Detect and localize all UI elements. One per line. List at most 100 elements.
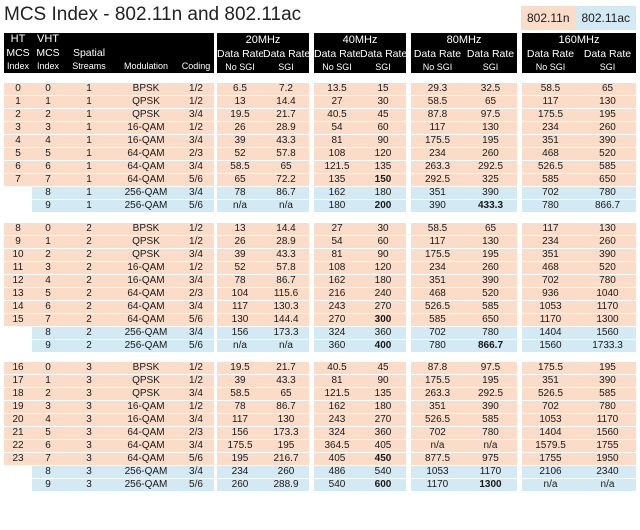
rate-no-sgi-cell: 54 bbox=[314, 121, 360, 135]
column-gap bbox=[309, 134, 314, 148]
rate-no-sgi-cell: 260 bbox=[217, 478, 263, 492]
rate-sgi-cell: 1950 bbox=[579, 452, 636, 466]
ht-index-cell: 19 bbox=[4, 400, 32, 414]
dr-header: Data Rate bbox=[464, 47, 517, 60]
table-row: 13 5 2 64-QAM 2/3 104 115.6 216 240 468 520 936 1040 bbox=[4, 287, 636, 301]
rate-no-sgi-cell: 58.5 bbox=[217, 387, 263, 401]
rate-no-sgi-cell: 117 bbox=[217, 300, 263, 314]
rate-no-sgi-cell: 19.5 bbox=[217, 362, 263, 375]
rate-sgi-cell: 135 bbox=[360, 160, 406, 174]
rate-no-sgi-cell: 1053 bbox=[411, 465, 464, 479]
rate-no-sgi-cell: 243 bbox=[314, 300, 360, 314]
spatial-streams-cell: 2 bbox=[64, 261, 114, 275]
column-gap bbox=[214, 374, 217, 388]
coding-cell: 5/6 bbox=[178, 313, 214, 327]
modulation-cell: QPSK bbox=[114, 235, 178, 249]
rate-no-sgi-cell: 6.5 bbox=[217, 83, 263, 96]
rate-no-sgi-cell: 263.3 bbox=[411, 387, 464, 401]
rate-sgi-cell: 1170 bbox=[464, 465, 517, 479]
rate-no-sgi-cell: 270 bbox=[314, 313, 360, 327]
vht-index-cell: 3 bbox=[32, 400, 64, 414]
rate-sgi-cell: 780 bbox=[579, 186, 636, 200]
rate-no-sgi-cell: 58.5 bbox=[217, 160, 263, 174]
column-gap bbox=[517, 478, 522, 492]
vht-index-cell: 4 bbox=[32, 413, 64, 427]
vht-index-cell: 5 bbox=[32, 147, 64, 161]
rate-sgi-cell: 65 bbox=[263, 387, 309, 401]
column-gap bbox=[406, 413, 411, 427]
coding-cell: 1/2 bbox=[178, 222, 214, 236]
rate-no-sgi-cell: 351 bbox=[411, 400, 464, 414]
rate-sgi-cell: 360 bbox=[360, 426, 406, 440]
rate-sgi-cell: 585 bbox=[464, 300, 517, 314]
coding-cell: 5/6 bbox=[178, 339, 214, 353]
rate-no-sgi-cell: 81 bbox=[314, 248, 360, 262]
column-gap bbox=[214, 160, 217, 174]
rate-sgi-cell: 390 bbox=[579, 134, 636, 148]
modulation-cell: 256-QAM bbox=[114, 465, 178, 479]
rate-no-sgi-cell: 29.3 bbox=[411, 83, 464, 96]
rate-no-sgi-cell: 351 bbox=[522, 374, 579, 388]
rate-sgi-cell: 585 bbox=[579, 160, 636, 174]
column-gap bbox=[309, 413, 314, 427]
rate-sgi-cell: 60 bbox=[360, 121, 406, 135]
rate-sgi-cell: 585 bbox=[464, 413, 517, 427]
column-gap bbox=[214, 339, 217, 353]
coding-cell: 3/4 bbox=[178, 439, 214, 453]
table-row: 8 0 2 BPSK 1/2 13 14.4 27 30 58.5 65 117 130 bbox=[4, 222, 636, 236]
rate-no-sgi-cell: 27 bbox=[314, 222, 360, 236]
rate-no-sgi-cell: 243 bbox=[314, 413, 360, 427]
rate-no-sgi-cell: 540 bbox=[314, 478, 360, 492]
rate-sgi-cell: 130 bbox=[464, 235, 517, 249]
rate-sgi-cell: 15 bbox=[360, 83, 406, 96]
rate-no-sgi-cell: 117 bbox=[217, 413, 263, 427]
rate-sgi-cell: 975 bbox=[464, 452, 517, 466]
rate-no-sgi-cell: 486 bbox=[314, 465, 360, 479]
column-gap bbox=[214, 426, 217, 440]
rate-no-sgi-cell: 175.5 bbox=[411, 134, 464, 148]
rate-sgi-cell: 292.5 bbox=[464, 160, 517, 174]
rate-no-sgi-cell: 162 bbox=[314, 274, 360, 288]
rate-sgi-cell: 30 bbox=[360, 95, 406, 109]
legend-80211ac: 802.11ac bbox=[575, 6, 636, 30]
coding-cell: 3/4 bbox=[178, 248, 214, 262]
column-gap bbox=[517, 339, 522, 353]
column-gap bbox=[214, 326, 217, 340]
vht-index-cell: 7 bbox=[32, 313, 64, 327]
modulation-cell: 64-QAM bbox=[114, 452, 178, 466]
column-gap bbox=[309, 147, 314, 161]
column-gap bbox=[309, 300, 314, 314]
rate-sgi-cell: 2340 bbox=[579, 465, 636, 479]
spatial-header-2: Streams bbox=[64, 60, 114, 73]
column-gap bbox=[517, 186, 522, 200]
table-row: 12 4 2 16-QAM 3/4 78 86.7 162 180 351 390 702 780 bbox=[4, 274, 636, 288]
column-gap bbox=[517, 121, 522, 135]
table-row: 9 2 256-QAM 5/6 n/a n/a 360 400 780 866.7 1560 1733… bbox=[4, 339, 636, 353]
column-gap bbox=[214, 83, 217, 96]
modulation-cell: 64-QAM bbox=[114, 426, 178, 440]
rate-no-sgi-cell: 585 bbox=[522, 173, 579, 187]
rate-sgi-cell: 120 bbox=[360, 261, 406, 275]
modulation-cell: 64-QAM bbox=[114, 173, 178, 187]
modulation-cell: 64-QAM bbox=[114, 147, 178, 161]
column-gap bbox=[309, 400, 314, 414]
column-gap bbox=[406, 300, 411, 314]
rate-no-sgi-cell: n/a bbox=[522, 478, 579, 492]
spatial-streams-cell: 1 bbox=[64, 134, 114, 148]
spatial-streams-cell: 3 bbox=[64, 465, 114, 479]
column-gap bbox=[406, 235, 411, 249]
modulation-header: Modulation bbox=[114, 60, 178, 73]
rate-sgi-cell: 180 bbox=[360, 186, 406, 200]
rate-sgi-cell: 270 bbox=[360, 300, 406, 314]
rate-sgi-cell: 120 bbox=[360, 147, 406, 161]
no-sgi-header: No SGI bbox=[411, 60, 464, 73]
rate-no-sgi-cell: n/a bbox=[411, 439, 464, 453]
column-gap bbox=[309, 199, 314, 213]
rate-no-sgi-cell: 526.5 bbox=[522, 387, 579, 401]
legend-80211n: 802.11n bbox=[521, 6, 576, 30]
ht-index-cell: 21 bbox=[4, 426, 32, 440]
column-gap bbox=[214, 95, 217, 109]
column-gap bbox=[406, 287, 411, 301]
column-gap bbox=[406, 465, 411, 479]
rate-no-sgi-cell: 324 bbox=[314, 426, 360, 440]
